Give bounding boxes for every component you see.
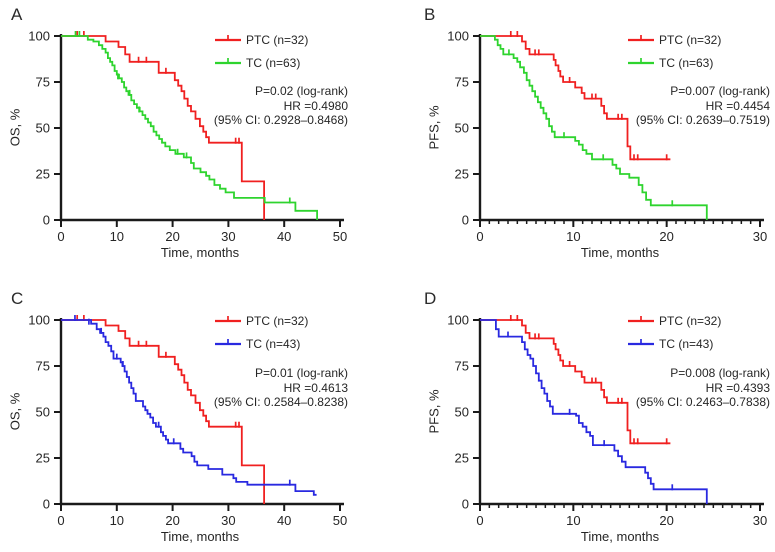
panel-a-xtick-label-50: 50 <box>333 229 347 244</box>
panel-c-xtick-label-10: 10 <box>110 513 124 528</box>
panel-a-curve-tc <box>61 35 318 220</box>
panel-c-legend-ptc: PTC (n=32) <box>246 314 309 328</box>
panel-c-xtick-label-50: 50 <box>333 513 347 528</box>
panel-a-xtick-label-10: 10 <box>110 229 124 244</box>
panel-d-x-axis-label: Time, months <box>580 529 660 544</box>
panel-c-hazard-ratio: HR =0.4613 <box>283 380 348 395</box>
panel-b-ytick-label-50: 50 <box>455 121 469 136</box>
panel-d-hazard-ratio: HR =0.4393 <box>705 380 770 395</box>
panel-a-ytick-label-100: 100 <box>28 29 50 44</box>
panel-a-legend-ptc: PTC (n=32) <box>246 33 309 47</box>
panel-d-ytick-label-25: 25 <box>455 451 469 466</box>
panel-c-x-axis-label: Time, months <box>160 529 240 544</box>
panel-b-xtick-label-20: 20 <box>659 229 673 244</box>
panel-c-ytick-label-75: 75 <box>36 359 50 374</box>
panel-c-ytick-label-50: 50 <box>36 405 50 420</box>
panel-a-xtick-label-40: 40 <box>277 229 291 244</box>
panel-a-hazard-ratio: HR =0.4980 <box>283 98 348 113</box>
panel-d-axes <box>478 318 764 506</box>
panel-b-xtick-label-30: 30 <box>753 229 767 244</box>
panel-a-pvalue: P=0.02 (log-rank) <box>254 84 348 98</box>
panel-a-legend-tc: TC (n=63) <box>246 56 301 70</box>
panel-a-y-axis-label: OS, % <box>7 108 23 147</box>
panel-c-curve-tc <box>61 319 317 496</box>
panel-a-plot: 0 25 50 75 100 0 10 20 30 40 50 <box>28 29 347 245</box>
panel-b-confidence-interval: (95% CI: 0.2639–0.7519) <box>635 113 770 127</box>
panel-b-label: B <box>424 5 436 24</box>
panel-b-plot: 0 25 50 75 100 0 10 20 30 <box>447 29 767 245</box>
panel-a-ytick-label-0: 0 <box>43 213 50 228</box>
panel-a-ytick-label-75: 75 <box>36 75 50 90</box>
panel-b-ytick-label-100: 100 <box>447 29 469 44</box>
panel-b-ytick-label-75: 75 <box>455 75 469 90</box>
panel-a-x-axis-label: Time, months <box>160 245 240 260</box>
panel-c-pvalue: P=0.01 (log-rank) <box>254 366 348 380</box>
panel-a-xtick-label-0: 0 <box>57 229 64 244</box>
panel-d-legend-tc: TC (n=43) <box>659 337 714 351</box>
panel-c-stats: P=0.01 (log-rank) HR =0.4613 (95% CI: 0.… <box>118 366 348 410</box>
panel-d-plot: 0 25 50 75 100 0 10 20 30 <box>447 313 767 529</box>
panel-a-curve-ptc <box>61 35 265 220</box>
panel-d-xtick-label-20: 20 <box>659 513 673 528</box>
panel-d-curve-tc <box>480 319 708 504</box>
panel-b-y-axis-label: PFS, % <box>426 105 442 150</box>
panel-d-legend-ptc: PTC (n=32) <box>659 314 722 328</box>
panel-c-xtick-label-0: 0 <box>57 513 64 528</box>
panel-d-ytick-label-0: 0 <box>462 497 469 512</box>
panel-d-ytick-label-50: 50 <box>455 405 469 420</box>
panel-c-plot: 0 25 50 75 100 0 10 20 30 40 50 <box>28 313 347 529</box>
panel-d-stats: P=0.008 (log-rank) HR =0.4393 (95% CI: 0… <box>540 366 770 410</box>
panel-d-xtick-label-0: 0 <box>476 513 483 528</box>
panel-b-xtick-label-0: 0 <box>476 229 483 244</box>
panel-a-ytick-label-50: 50 <box>36 121 50 136</box>
panel-b-pvalue: P=0.007 (log-rank) <box>670 84 770 98</box>
panel-b-xtick-label-10: 10 <box>566 229 580 244</box>
panel-c-confidence-interval: (95% CI: 0.2584–0.8238) <box>213 395 348 409</box>
panel-c-curve-ptc <box>61 319 265 504</box>
panel-b-stats: P=0.007 (log-rank) HR =0.4454 (95% CI: 0… <box>540 84 770 128</box>
panel-a-stats: P=0.02 (log-rank) HR =0.4980 (95% CI: 0.… <box>118 84 348 128</box>
panel-d-pvalue: P=0.008 (log-rank) <box>670 366 770 380</box>
panel-c-xtick-label-20: 20 <box>165 513 179 528</box>
panel-a-confidence-interval: (95% CI: 0.2928–0.8468) <box>213 113 348 127</box>
panel-a-xtick-label-20: 20 <box>165 229 179 244</box>
panel-b-legend-tc: TC (n=63) <box>659 56 714 70</box>
panel-c-label: C <box>11 289 24 308</box>
panel-a-ytick-label-25: 25 <box>36 167 50 182</box>
panel-c-ytick-label-0: 0 <box>43 497 50 512</box>
panel-a-xtick-label-30: 30 <box>221 229 235 244</box>
panel-c-ytick-label-25: 25 <box>36 451 50 466</box>
panel-b-ytick-label-0: 0 <box>462 213 469 228</box>
panel-c-legend-tc: TC (n=43) <box>246 337 301 351</box>
panel-b-x-axis-label: Time, months <box>580 245 660 260</box>
panel-d-ytick-label-75: 75 <box>455 359 469 374</box>
panel-b-legend-ptc: PTC (n=32) <box>659 33 722 47</box>
panel-b-curve-tc <box>480 35 708 220</box>
panel-c-ytick-label-100: 100 <box>28 313 50 328</box>
panel-c-xtick-label-40: 40 <box>277 513 291 528</box>
panel-b-ytick-label-25: 25 <box>455 167 469 182</box>
panel-a-label: A <box>11 5 23 24</box>
panel-d-ytick-label-100: 100 <box>447 313 469 328</box>
panel-b-hazard-ratio: HR =0.4454 <box>705 98 770 113</box>
panel-c-y-axis-label: OS, % <box>7 392 23 431</box>
panel-d-y-axis-label: PFS, % <box>426 389 442 434</box>
panel-d-xtick-label-10: 10 <box>566 513 580 528</box>
panel-d-xtick-label-30: 30 <box>753 513 767 528</box>
panel-c-xtick-label-30: 30 <box>221 513 235 528</box>
panel-d-label: D <box>424 289 437 308</box>
panel-d-confidence-interval: (95% CI: 0.2463–0.7838) <box>635 395 770 409</box>
